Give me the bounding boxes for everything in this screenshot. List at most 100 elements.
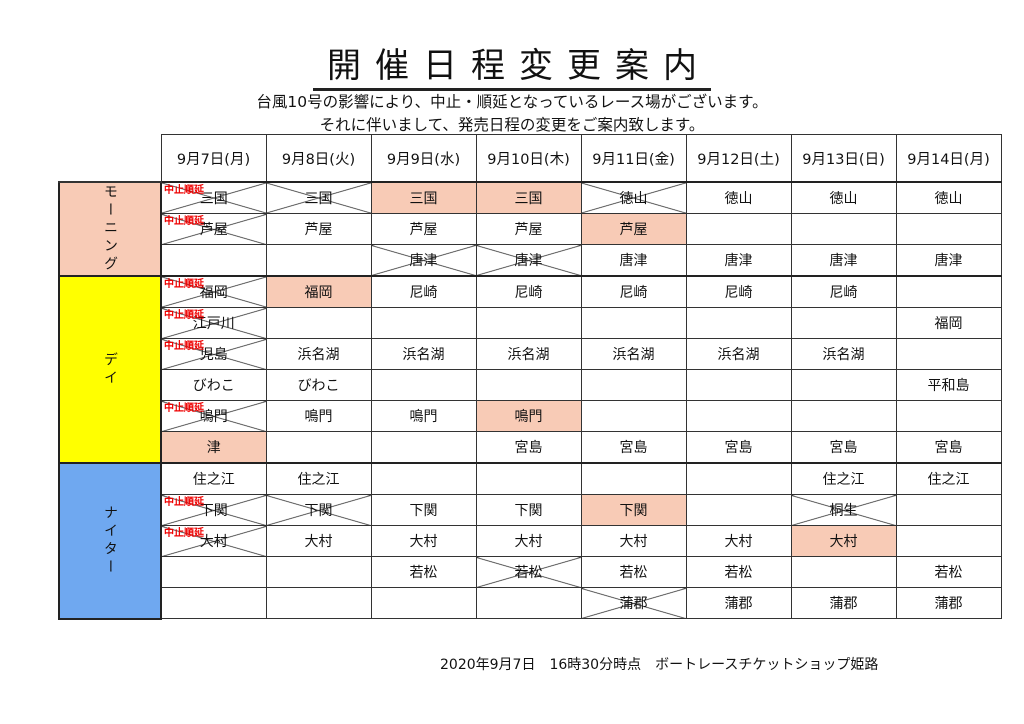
venue-cell: 中止順延 大村 (160, 525, 267, 557)
venue-name: 若松 (934, 565, 963, 581)
schedule-row: びわこ びわこ 平和島 (59, 369, 1002, 401)
title-text: 開催日程変更案内 (313, 46, 711, 91)
venue-name: 大村 (304, 534, 333, 550)
venue-cell: 大村 (580, 525, 687, 557)
venue-cell (895, 494, 1002, 526)
venue-cell: 蒲郡 (790, 587, 897, 619)
venue-cell: 浜名湖 (580, 338, 687, 370)
venue-name: 下関 (409, 503, 438, 519)
venue-name: 鳴門 (199, 409, 228, 425)
venue-name: 若松 (619, 565, 648, 581)
venue-cell (790, 556, 897, 588)
subtitle-line-1: 台風10号の影響により、中止・順延となっているレース場がございます。 (256, 93, 768, 111)
venue-cell (685, 307, 792, 339)
venue-cell: 宮島 (790, 431, 897, 464)
venue-cell: 浜名湖 (685, 338, 792, 370)
venue-cell: 住之江 (160, 462, 267, 495)
cancel-postpone-tag: 中止順延 (164, 279, 204, 290)
venue-cell: 若松 (370, 556, 477, 588)
venue-name: 福岡 (304, 285, 333, 301)
venue-name: 浜名湖 (507, 347, 550, 363)
venue-name: 福岡 (934, 316, 963, 332)
venue-name: 芦屋 (409, 222, 438, 238)
venue-name: 芦屋 (514, 222, 543, 238)
venue-cell (580, 400, 687, 432)
venue-name: 浜名湖 (822, 347, 865, 363)
venue-name: 福岡 (199, 285, 228, 301)
venue-name: 若松 (724, 565, 753, 581)
schedule-row: 蒲郡 蒲郡 蒲郡 蒲郡 (59, 587, 1002, 619)
venue-name: 浜名湖 (402, 347, 445, 363)
venue-cell: 芦屋 (265, 213, 372, 245)
venue-name: 三国 (304, 191, 333, 207)
venue-cell (475, 369, 582, 401)
venue-cell (160, 587, 267, 619)
venue-cell: 徳山 (895, 181, 1002, 214)
venue-cell: 唐津 (790, 244, 897, 277)
venue-cell: 下関 (370, 494, 477, 526)
schedule-row: ナイター 住之江 住之江 住之江 住之江 (58, 462, 1002, 620)
venue-name: 大村 (724, 534, 753, 550)
cancel-postpone-tag: 中止順延 (164, 185, 204, 196)
venue-cell: 唐津 (685, 244, 792, 277)
venue-name: 鳴門 (514, 409, 543, 425)
venue-cell: 大村 (790, 525, 897, 557)
venue-cell: 浜名湖 (790, 338, 897, 370)
venue-cell: 中止順延 下関 (160, 494, 267, 526)
subtitle-line-2: それに伴いまして、発売日程の変更をご案内致します。 (319, 116, 705, 134)
venue-name: 桐生 (829, 503, 858, 519)
venue-name: 大村 (619, 534, 648, 550)
venue-cell (475, 307, 582, 339)
page-title: 開催日程変更案内 (0, 38, 1024, 91)
venue-cell (475, 462, 582, 495)
session-label: デイ (58, 275, 162, 464)
venue-cell (160, 244, 267, 277)
venue-cell: 大村 (475, 525, 582, 557)
venue-name: 芦屋 (199, 222, 228, 238)
venue-name: 宮島 (829, 440, 858, 456)
venue-cell (580, 462, 687, 495)
venue-cell: 浜名湖 (370, 338, 477, 370)
venue-cell: 住之江 (790, 462, 897, 495)
venue-name: 唐津 (934, 253, 963, 269)
date-header: 9月8日(火) (265, 134, 372, 183)
venue-name: 尼崎 (514, 285, 543, 301)
venue-cell: 宮島 (475, 431, 582, 464)
venue-cell: 浜名湖 (265, 338, 372, 370)
venue-name: 唐津 (409, 253, 438, 269)
date-header: 9月9日(水) (370, 134, 477, 183)
cancel-postpone-tag: 中止順延 (164, 216, 204, 227)
venue-name: 下関 (304, 503, 333, 519)
venue-cell: びわこ (265, 369, 372, 401)
venue-name: 浜名湖 (612, 347, 655, 363)
date-header: 9月7日(月) (160, 134, 267, 183)
venue-name: 宮島 (619, 440, 648, 456)
venue-cell: 鳴門 (265, 400, 372, 432)
venue-cell: 三国 (475, 181, 582, 214)
venue-cell (160, 556, 267, 588)
venue-cell (790, 213, 897, 245)
venue-cell: 若松 (475, 556, 582, 588)
venue-cell: 福岡 (265, 275, 372, 308)
venue-cell: 芦屋 (580, 213, 687, 245)
venue-name: 大村 (199, 534, 228, 550)
schedule-row: 唐津 唐津 唐津 唐津 唐津 唐津 (59, 244, 1002, 277)
cancel-postpone-tag: 中止順延 (164, 310, 204, 321)
venue-cell: 尼崎 (685, 275, 792, 308)
venue-name: 津 (206, 440, 221, 456)
cancel-postpone-tag: 中止順延 (164, 341, 204, 352)
venue-cell: 尼崎 (475, 275, 582, 308)
cancel-postpone-tag: 中止順延 (164, 403, 204, 414)
venue-cell: 蒲郡 (895, 587, 1002, 619)
venue-cell: 尼崎 (580, 275, 687, 308)
venue-cell: 中止順延 鳴門 (160, 400, 267, 432)
venue-name: 尼崎 (829, 285, 858, 301)
schedule-row: モーニング 中止順延 三国 三国 三国 三国 徳山 徳山 徳山 徳山 (58, 181, 1002, 277)
venue-cell (790, 369, 897, 401)
venue-cell: 中止順延 福岡 (160, 275, 267, 308)
venue-cell: 芦屋 (370, 213, 477, 245)
venue-cell: 若松 (685, 556, 792, 588)
venue-cell: 蒲郡 (580, 587, 687, 619)
venue-cell (685, 494, 792, 526)
venue-name: 大村 (514, 534, 543, 550)
